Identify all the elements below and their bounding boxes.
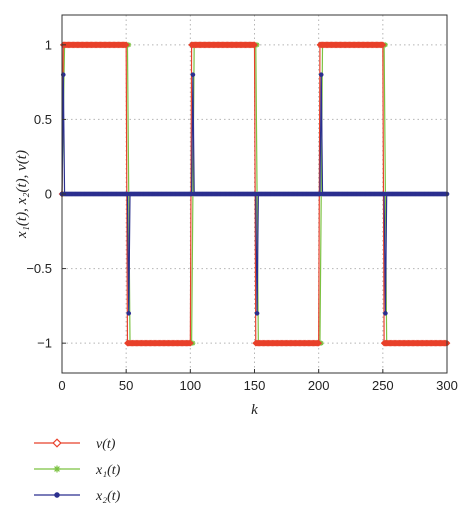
y-tick-label: 0	[45, 187, 52, 202]
series-2	[59, 72, 450, 316]
data-point	[190, 72, 196, 77]
data-point	[379, 41, 387, 49]
x-tick-label: 0	[58, 378, 65, 393]
x-tick-label: 200	[308, 378, 330, 393]
data-point	[251, 41, 258, 49]
y-tick-label: −1	[37, 336, 52, 351]
data-point	[126, 311, 132, 316]
x-axis-label: k	[251, 402, 258, 418]
legend-label: v(t)	[96, 437, 116, 452]
data-point	[318, 72, 324, 77]
data-point	[122, 41, 130, 49]
legend-item: v(t)	[34, 437, 116, 452]
legend-marker	[54, 492, 60, 498]
x-tick-label: 300	[436, 378, 458, 393]
data-point	[254, 311, 260, 316]
legend-item: x₁(t)	[34, 463, 121, 478]
data-point	[383, 311, 388, 316]
x-tick-label: 50	[119, 378, 133, 393]
legend-marker	[52, 438, 62, 448]
series-markers	[59, 72, 450, 316]
legend-label: x₂(t)	[95, 489, 121, 504]
y-axis-label: x₁(t), x₂(t), v(t)	[14, 150, 30, 239]
legend-label: x₁(t)	[95, 463, 121, 478]
y-tick-label: −0.5	[26, 261, 52, 276]
x-tick-label: 100	[179, 378, 201, 393]
legend: v(t) x₁(t) x₂(t)	[34, 437, 121, 504]
y-tick-label: 0.5	[34, 112, 52, 127]
y-tick-label: 1	[45, 37, 52, 52]
legend-marker	[53, 465, 61, 473]
data-point	[315, 339, 323, 347]
plot-area	[58, 41, 451, 347]
x-tick-label: 250	[372, 378, 394, 393]
data-point	[186, 339, 194, 347]
legend-item: x₂(t)	[34, 489, 121, 504]
x-tick-label: 150	[244, 378, 266, 393]
axis-ticks: 0 50 100 150 200 250 300 −1 −0.5 0 0.5 1	[26, 37, 458, 393]
